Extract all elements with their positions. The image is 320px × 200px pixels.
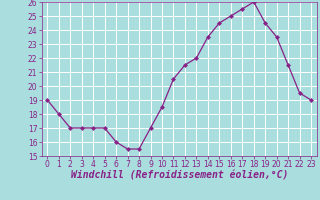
X-axis label: Windchill (Refroidissement éolien,°C): Windchill (Refroidissement éolien,°C) [70, 171, 288, 181]
